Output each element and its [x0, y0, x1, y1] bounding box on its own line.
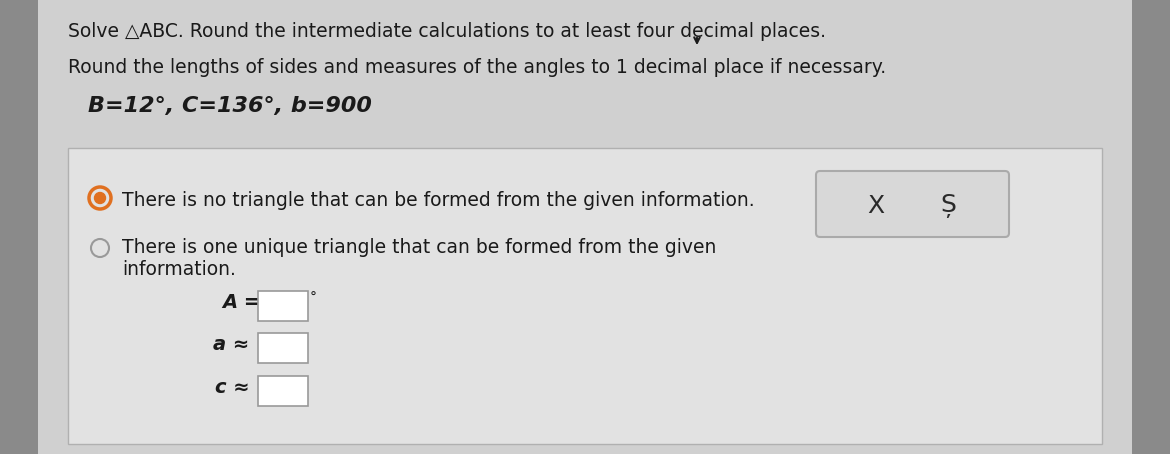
Text: There is one unique triangle that can be formed from the given: There is one unique triangle that can be… [122, 238, 716, 257]
Text: Round the lengths of sides and measures of the angles to 1 decimal place if nece: Round the lengths of sides and measures … [68, 58, 886, 77]
Circle shape [91, 239, 109, 257]
FancyBboxPatch shape [68, 148, 1102, 444]
FancyBboxPatch shape [259, 333, 308, 363]
Text: Ș: Ș [940, 194, 956, 218]
Text: X: X [867, 194, 885, 218]
Circle shape [92, 191, 108, 206]
Text: c ≈: c ≈ [215, 378, 249, 397]
FancyBboxPatch shape [1133, 0, 1170, 454]
FancyBboxPatch shape [37, 0, 1133, 454]
FancyBboxPatch shape [0, 0, 37, 454]
Text: B=12°, C=136°, b=900: B=12°, C=136°, b=900 [88, 96, 372, 116]
FancyBboxPatch shape [815, 171, 1009, 237]
Text: information.: information. [122, 260, 236, 279]
Text: a ≈: a ≈ [213, 335, 249, 354]
Text: Solve △ABC. Round the intermediate calculations to at least four decimal places.: Solve △ABC. Round the intermediate calcu… [68, 22, 826, 41]
Text: °: ° [310, 291, 317, 305]
Text: There is no triangle that can be formed from the given information.: There is no triangle that can be formed … [122, 191, 755, 210]
Circle shape [95, 192, 105, 203]
FancyBboxPatch shape [259, 291, 308, 321]
FancyBboxPatch shape [259, 376, 308, 406]
Text: A =: A = [222, 293, 260, 312]
